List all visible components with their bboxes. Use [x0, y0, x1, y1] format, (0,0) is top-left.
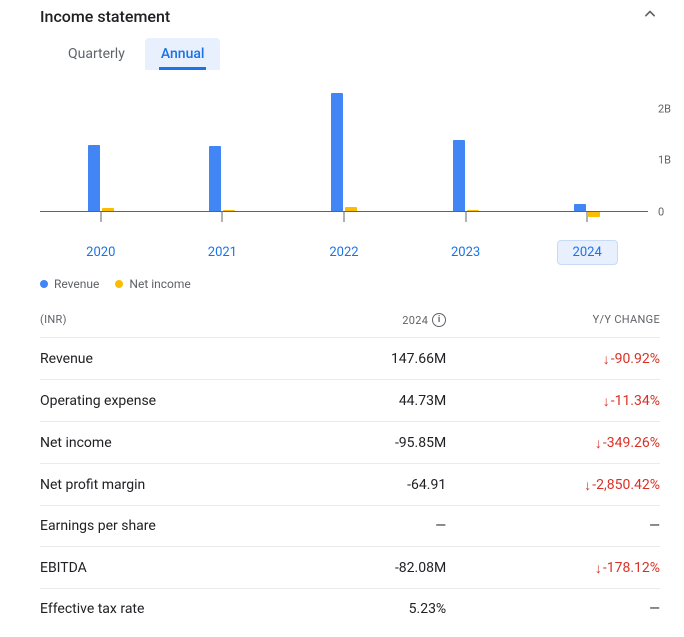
- metric-value: 44.73M: [264, 393, 446, 409]
- axis-tick: [465, 212, 466, 222]
- metric-name: Effective tax rate: [40, 601, 264, 617]
- tab-annual[interactable]: Annual: [145, 38, 221, 70]
- metric-value: 147.66M: [264, 351, 446, 367]
- legend-dot-icon: [115, 280, 123, 288]
- metric-change: —: [446, 601, 660, 617]
- metric-value: 5.23%: [264, 601, 446, 617]
- bar-group[interactable]: [453, 83, 479, 212]
- year-button[interactable]: 2022: [313, 240, 374, 265]
- metric-change: ↓-349.26%: [446, 434, 660, 451]
- value-column-header: 2024 i: [264, 313, 446, 327]
- card-header: Income statement: [0, 0, 684, 32]
- arrow-down-icon: ↓: [595, 560, 602, 577]
- change-column-header: Y/Y CHANGE: [446, 313, 660, 327]
- info-icon[interactable]: i: [432, 313, 446, 327]
- metric-value: -82.08M: [264, 560, 446, 576]
- collapse-icon[interactable]: [640, 4, 660, 28]
- year-button[interactable]: 2021: [192, 240, 253, 265]
- metric-value: -64.91: [264, 477, 446, 493]
- table-row[interactable]: Net income-95.85M↓-349.26%: [40, 421, 660, 463]
- axis-tick: [222, 212, 223, 222]
- metric-change: —: [446, 518, 660, 534]
- y-tick-label: 0: [658, 206, 664, 219]
- table-row[interactable]: Operating expense44.73M↓-11.34%: [40, 379, 660, 421]
- revenue-bar: [209, 146, 221, 212]
- metric-change: ↓-2,850.42%: [446, 476, 660, 493]
- legend-label: Revenue: [54, 277, 99, 291]
- arrow-down-icon: ↓: [603, 351, 610, 368]
- revenue-bar: [453, 140, 465, 212]
- table-row[interactable]: Effective tax rate5.23%—: [40, 588, 660, 629]
- metric-name: Operating expense: [40, 393, 264, 409]
- arrow-down-icon: ↓: [595, 435, 602, 452]
- chart-bars: [40, 83, 648, 212]
- metric-value: -95.85M: [264, 435, 446, 451]
- axis-tick: [100, 212, 101, 222]
- revenue-bar: [88, 145, 100, 212]
- financials-table: (INR) 2024 i Y/Y CHANGE Revenue147.66M↓-…: [0, 303, 684, 629]
- metric-change: ↓-11.34%: [446, 392, 660, 409]
- year-button[interactable]: 2023: [435, 240, 496, 265]
- metric-change: ↓-90.92%: [446, 350, 660, 367]
- axis-tick: [343, 212, 344, 222]
- bar-group[interactable]: [88, 83, 114, 212]
- chart-legend: Revenue Net income: [0, 269, 684, 303]
- revenue-bar: [331, 93, 343, 212]
- card-title: Income statement: [40, 7, 170, 26]
- axis-tick: [587, 212, 588, 222]
- metric-change: ↓-178.12%: [446, 559, 660, 576]
- x-axis-line: [40, 211, 648, 212]
- legend-dot-icon: [40, 280, 48, 288]
- bar-group[interactable]: [209, 83, 235, 212]
- y-tick-label: 1B: [658, 154, 671, 167]
- period-tabs: QuarterlyAnnual: [0, 32, 684, 76]
- arrow-down-icon: ↓: [603, 393, 610, 410]
- bar-group[interactable]: [574, 83, 600, 212]
- arrow-down-icon: ↓: [584, 477, 591, 494]
- income-statement-card: Income statement QuarterlyAnnual 2B 1B 0 2…: [0, 0, 684, 637]
- net-income-bar: [588, 212, 600, 217]
- legend-label: Net income: [129, 277, 190, 291]
- table-row[interactable]: Net profit margin-64.91↓-2,850.42%: [40, 463, 660, 505]
- metric-name: Net income: [40, 435, 264, 451]
- table-row[interactable]: Earnings per share——: [40, 505, 660, 546]
- metric-name: Net profit margin: [40, 477, 264, 493]
- year-button[interactable]: 2020: [70, 240, 131, 265]
- metric-value: —: [264, 518, 446, 534]
- x-axis-labels: 2020 2021 2022 2023 2024: [40, 234, 648, 265]
- metric-name: Revenue: [40, 351, 264, 367]
- y-tick-label: 2B: [658, 102, 671, 115]
- bar-chart: 2B 1B 0 2020 2021 2022 2023 2024: [0, 76, 684, 269]
- table-row[interactable]: EBITDA-82.08M↓-178.12%: [40, 546, 660, 588]
- metric-name: Earnings per share: [40, 518, 264, 534]
- bar-group[interactable]: [331, 83, 357, 212]
- y-axis-labels: 2B1B0: [650, 83, 674, 212]
- tab-quarterly[interactable]: Quarterly: [52, 38, 141, 70]
- currency-label: (INR): [40, 313, 264, 327]
- legend-item: Revenue: [40, 277, 99, 291]
- year-button[interactable]: 2024: [557, 240, 618, 265]
- table-header: (INR) 2024 i Y/Y CHANGE: [40, 303, 660, 337]
- metric-name: EBITDA: [40, 560, 264, 576]
- legend-item: Net income: [115, 277, 190, 291]
- table-row[interactable]: Revenue147.66M↓-90.92%: [40, 337, 660, 379]
